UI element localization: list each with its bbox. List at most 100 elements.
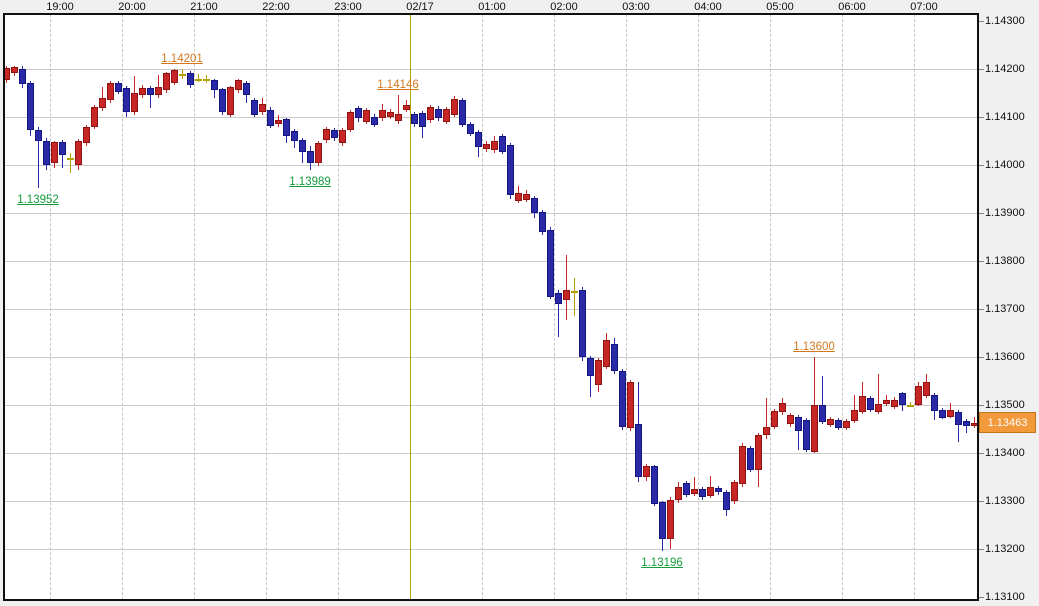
candle-body [162, 73, 170, 91]
candle-body [922, 382, 930, 397]
price-tick-label: 1.14100 [985, 111, 1025, 123]
price-gridline [4, 68, 978, 70]
hour-gridline [194, 14, 195, 600]
price-gridline [4, 548, 978, 550]
candle-body [898, 393, 906, 405]
candle-up [565, 254, 567, 321]
price-tick-label: 1.13600 [985, 351, 1025, 363]
candle-body [930, 394, 938, 412]
price-tick-mark [979, 308, 984, 310]
candle-body [834, 419, 842, 429]
price-tick-mark [979, 500, 984, 502]
candle-up [693, 477, 695, 497]
candle-body [786, 414, 794, 425]
price-tick-mark [979, 164, 984, 166]
price-gridline [4, 164, 978, 166]
candle-down [797, 414, 799, 450]
candle-down [37, 126, 39, 189]
candle-body [418, 113, 426, 127]
candle-doji [205, 74, 207, 84]
candle-body [210, 80, 218, 91]
candle-body [578, 289, 586, 357]
candle-body [242, 83, 250, 95]
hour-gridline [50, 14, 51, 600]
candle-doji [197, 73, 199, 83]
candle-body [770, 410, 778, 427]
candle-body [186, 73, 194, 85]
candle-body [450, 98, 458, 116]
hour-gridline [122, 14, 123, 600]
price-tick-mark [979, 68, 984, 70]
candle-up [877, 373, 879, 414]
time-label: 21:00 [190, 1, 218, 13]
candle-body [58, 141, 66, 156]
time-label: 07:00 [910, 1, 938, 13]
candle-body [618, 371, 626, 427]
candle-body [602, 340, 610, 367]
candle-body [762, 426, 770, 435]
price-gridline [4, 452, 978, 454]
hour-gridline [626, 14, 627, 600]
candle-body [554, 293, 562, 305]
price-tick-label: 1.13900 [985, 207, 1025, 219]
candle-body [826, 419, 834, 426]
chart-plot-area[interactable] [4, 14, 978, 600]
candle-body [394, 114, 402, 121]
candle-body [434, 108, 442, 119]
time-label: 05:00 [766, 1, 794, 13]
candle-body [754, 434, 762, 470]
price-tick-label: 1.13700 [985, 303, 1025, 315]
time-label: 23:00 [334, 1, 362, 13]
candle-body [746, 448, 754, 470]
price-gridline [4, 260, 978, 262]
candle-up [853, 394, 855, 424]
candle-body [290, 131, 298, 142]
candle-down [149, 85, 151, 109]
candle-body [146, 88, 154, 96]
candle-body [906, 404, 914, 407]
candle-body [4, 67, 10, 81]
candle-body [218, 89, 226, 113]
candle-body [698, 489, 706, 498]
candle-body [506, 145, 514, 196]
candle-body [562, 289, 570, 301]
candle-body [130, 93, 138, 113]
time-label: 01:00 [478, 1, 506, 13]
candle-body [690, 489, 698, 494]
price-tick-label: 1.13500 [985, 399, 1025, 411]
candle-body [666, 500, 674, 540]
hour-gridline [698, 14, 699, 600]
candle-body [818, 405, 826, 422]
candle-body [114, 83, 122, 93]
candle-up [973, 417, 975, 429]
candle-body [874, 403, 882, 412]
time-label: 06:00 [838, 1, 866, 13]
hour-gridline [914, 14, 915, 600]
candle-body [362, 109, 370, 122]
candle-body [794, 416, 802, 432]
candle-body [714, 487, 722, 493]
swing-high-label: 1.14146 [377, 78, 419, 91]
price-gridline [4, 116, 978, 118]
current-price-badge: 1.13463 [979, 412, 1036, 433]
candle-body [610, 343, 618, 372]
candle-body [82, 126, 90, 143]
time-label: 03:00 [622, 1, 650, 13]
swing-high-label: 1.13600 [793, 341, 835, 353]
candle-body [850, 409, 858, 422]
candle-body [538, 211, 546, 232]
candle-body [34, 129, 42, 142]
price-tick-label: 1.13200 [985, 543, 1025, 555]
candle-body [890, 400, 898, 407]
candle-body [122, 88, 130, 113]
hour-gridline [482, 14, 483, 600]
candle-body [658, 502, 666, 540]
time-label: 22:00 [262, 1, 290, 13]
candle-body [954, 411, 962, 426]
candle-body [258, 103, 266, 112]
candle-body [530, 198, 538, 214]
candle-body [722, 492, 730, 510]
date-separator-line [410, 14, 411, 600]
candle-body [738, 445, 746, 485]
